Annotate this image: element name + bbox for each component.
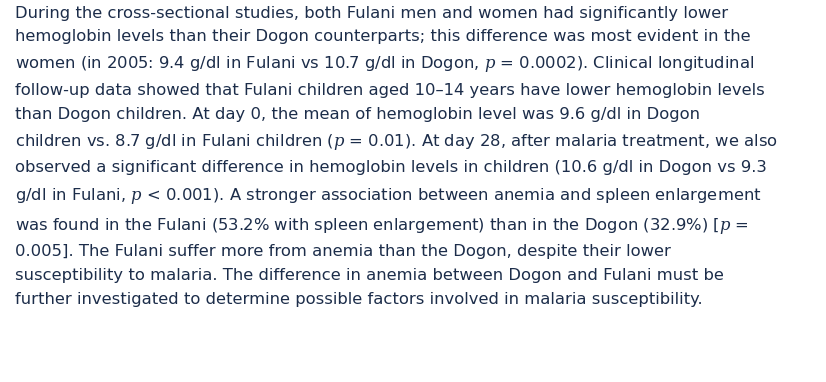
Text: During the cross-sectional studies, both Fulani men and women had significantly : During the cross-sectional studies, both…: [15, 6, 777, 306]
